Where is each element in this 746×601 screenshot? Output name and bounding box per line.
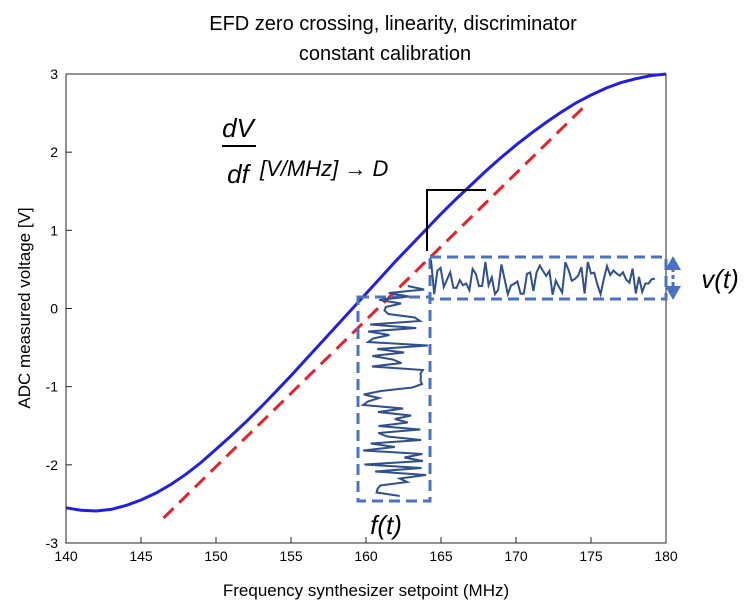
x-tick-label: 145 [129,548,153,564]
vt-label: v(t) [701,264,739,294]
chart-title-line-2: constant calibration [299,43,471,65]
y-axis-title: ADC measured voltage [V] [15,207,34,408]
units-label: [V/MHz] → D [259,156,388,181]
f-signal-box [356,295,432,503]
chart-title-line-1: EFD zero crossing, linearity, discrimina… [209,13,577,35]
slope-bracket [426,189,486,251]
y-tick-label: -3 [46,535,59,551]
v-signal-box [428,255,668,301]
x-tick-label: 170 [504,548,528,564]
y-tick-label: 1 [50,222,58,238]
y-tick-label: 3 [50,66,58,82]
f-signal-trace [360,285,428,497]
v-arrow-head-up [665,256,681,270]
x-tick-label: 165 [429,548,453,564]
y-tick-label: -2 [46,457,59,473]
x-tick-label: 155 [279,548,303,564]
df-label: df [227,159,251,189]
x-tick-label: 160 [354,548,378,564]
linear-fit-line [162,101,590,520]
series-layer [65,72,667,520]
y-tick-label: 2 [50,144,58,160]
y-tick-label: -1 [46,379,59,395]
calibration-curve [65,72,667,513]
x-tick-label: 180 [654,548,678,564]
ft-label: f(t) [370,510,402,540]
x-tick-label: 140 [54,548,78,564]
axis-ticks: 140 145 150 155 160 165 170 175 180 -3 -2 -1 0 1 2 3 [46,66,678,564]
x-axis-title: Frequency synthesizer setpoint (MHz) [223,581,509,600]
v-arrow-head-down [665,286,681,300]
dv-label: dV [222,113,256,143]
x-tick-label: 175 [579,548,603,564]
v-signal-trace [430,259,656,299]
x-tick-label: 150 [204,548,228,564]
plot-frame [65,73,667,544]
y-tick-label: 0 [50,301,58,317]
annotation-layer: dV df [V/MHz] → D f(t) v(t) [222,113,739,540]
